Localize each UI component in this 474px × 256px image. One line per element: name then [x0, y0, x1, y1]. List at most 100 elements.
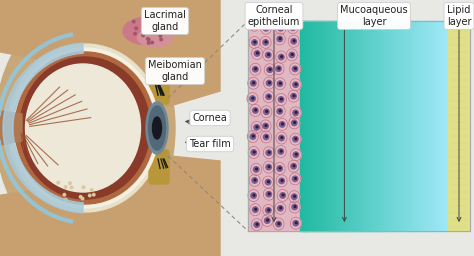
Ellipse shape [57, 182, 59, 184]
Ellipse shape [275, 202, 286, 214]
Ellipse shape [279, 38, 281, 39]
Ellipse shape [277, 166, 283, 171]
Ellipse shape [92, 194, 95, 196]
Ellipse shape [280, 27, 282, 29]
Ellipse shape [123, 17, 173, 45]
Ellipse shape [291, 149, 301, 161]
Ellipse shape [289, 201, 300, 213]
Ellipse shape [263, 176, 273, 188]
Ellipse shape [252, 23, 257, 28]
Ellipse shape [147, 42, 150, 44]
Bar [334, 21, 336, 231]
Ellipse shape [290, 173, 301, 185]
Ellipse shape [267, 67, 273, 72]
Ellipse shape [277, 81, 283, 87]
Ellipse shape [282, 194, 284, 196]
Ellipse shape [254, 41, 256, 43]
Ellipse shape [281, 137, 283, 138]
Polygon shape [3, 43, 83, 213]
Bar [448, 21, 470, 231]
Bar [447, 21, 448, 231]
Ellipse shape [279, 178, 284, 184]
Ellipse shape [250, 63, 261, 75]
Ellipse shape [254, 167, 259, 172]
Ellipse shape [279, 167, 281, 169]
Ellipse shape [254, 24, 255, 26]
Ellipse shape [133, 20, 135, 23]
Ellipse shape [147, 38, 150, 41]
Ellipse shape [263, 204, 274, 216]
Bar [338, 21, 340, 231]
Ellipse shape [151, 41, 154, 44]
Ellipse shape [81, 197, 84, 200]
Bar [444, 21, 446, 231]
Bar [322, 21, 324, 231]
Ellipse shape [292, 204, 297, 210]
Ellipse shape [69, 182, 71, 185]
Ellipse shape [253, 67, 258, 72]
Ellipse shape [293, 110, 298, 115]
Ellipse shape [155, 24, 157, 26]
Ellipse shape [295, 83, 297, 85]
Bar [441, 21, 443, 231]
Ellipse shape [148, 106, 165, 150]
Ellipse shape [160, 38, 163, 41]
Bar [412, 21, 415, 231]
Ellipse shape [295, 153, 297, 155]
Ellipse shape [262, 215, 273, 227]
Ellipse shape [268, 166, 270, 168]
Ellipse shape [274, 105, 285, 117]
Text: Lacrimal
gland: Lacrimal gland [144, 10, 186, 32]
Ellipse shape [265, 179, 271, 185]
Bar [439, 21, 441, 231]
Ellipse shape [274, 78, 285, 90]
Ellipse shape [264, 218, 270, 223]
Bar [392, 21, 394, 231]
Ellipse shape [266, 111, 268, 112]
Ellipse shape [70, 186, 73, 189]
Bar [319, 21, 321, 231]
Ellipse shape [275, 145, 286, 157]
Ellipse shape [253, 82, 255, 84]
Ellipse shape [251, 121, 262, 133]
Text: Tear film: Tear film [189, 139, 231, 149]
Ellipse shape [261, 131, 272, 143]
Ellipse shape [254, 125, 259, 130]
Bar [301, 21, 303, 231]
Bar [377, 21, 379, 231]
Ellipse shape [264, 64, 275, 76]
Text: Cornea: Cornea [192, 113, 228, 123]
Ellipse shape [142, 34, 144, 37]
Ellipse shape [295, 112, 297, 113]
Ellipse shape [146, 38, 149, 40]
Ellipse shape [293, 95, 295, 97]
Ellipse shape [254, 222, 259, 227]
Ellipse shape [276, 175, 287, 187]
Bar [410, 21, 411, 231]
Ellipse shape [8, 44, 163, 212]
Ellipse shape [264, 134, 269, 140]
Ellipse shape [292, 176, 298, 182]
Bar [341, 21, 344, 231]
Text: Lipid
layer: Lipid layer [447, 5, 471, 27]
Ellipse shape [277, 189, 288, 201]
Bar [355, 21, 357, 231]
Ellipse shape [137, 29, 173, 47]
Ellipse shape [276, 221, 281, 227]
Bar [358, 21, 360, 231]
Polygon shape [0, 0, 220, 108]
Ellipse shape [291, 39, 297, 44]
Ellipse shape [294, 206, 296, 207]
Ellipse shape [289, 52, 295, 58]
Bar [395, 21, 397, 231]
Bar [313, 21, 315, 231]
Ellipse shape [274, 163, 285, 175]
Ellipse shape [135, 27, 137, 29]
Ellipse shape [278, 67, 280, 69]
Ellipse shape [64, 186, 67, 188]
Bar [336, 21, 337, 231]
Ellipse shape [162, 28, 164, 31]
Ellipse shape [279, 110, 281, 112]
Ellipse shape [0, 3, 175, 253]
Bar [248, 21, 300, 231]
